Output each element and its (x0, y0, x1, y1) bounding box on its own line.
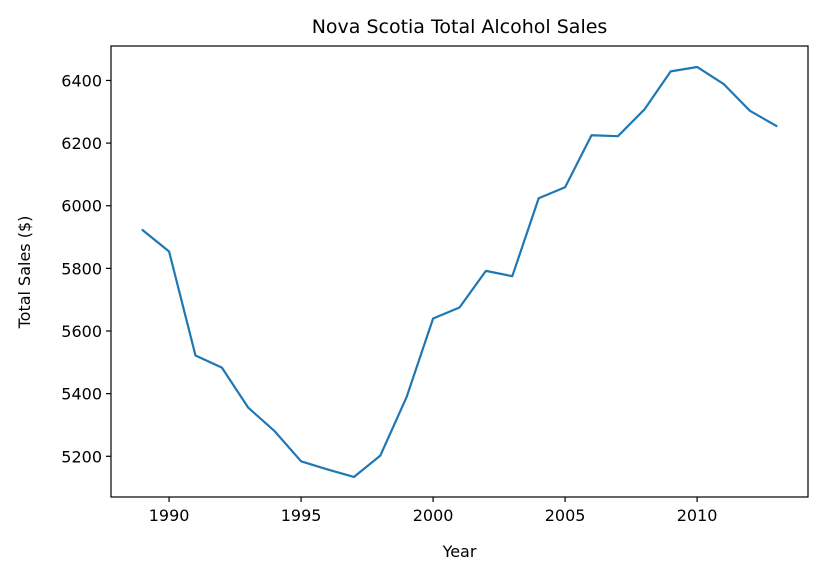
x-tick-label: 2005 (545, 506, 586, 525)
x-axis: 1990 1995 2000 2005 2010 (149, 497, 718, 525)
x-tick-label: 2010 (677, 506, 718, 525)
y-tick-label: 5600 (61, 322, 102, 341)
y-tick-label: 6400 (61, 71, 102, 90)
x-tick-label: 2000 (413, 506, 454, 525)
y-tick-label: 5200 (61, 447, 102, 466)
chart-title: Nova Scotia Total Alcohol Sales (312, 16, 608, 38)
series-line (141, 65, 778, 479)
y-tick-label: 5400 (61, 385, 102, 404)
x-tick-label: 1995 (281, 506, 322, 525)
y-tick-label: 6000 (61, 197, 102, 216)
y-axis-label: Total Sales ($) (15, 216, 34, 330)
y-tick-label: 5800 (61, 259, 102, 278)
plot-frame (110, 45, 809, 498)
y-axis: 5200 5400 5600 5800 6000 6200 6400 (61, 71, 111, 466)
plot-area (141, 65, 778, 479)
x-axis-label: Year (442, 542, 477, 561)
x-tick-label: 1990 (149, 506, 190, 525)
y-tick-label: 6200 (61, 134, 102, 153)
